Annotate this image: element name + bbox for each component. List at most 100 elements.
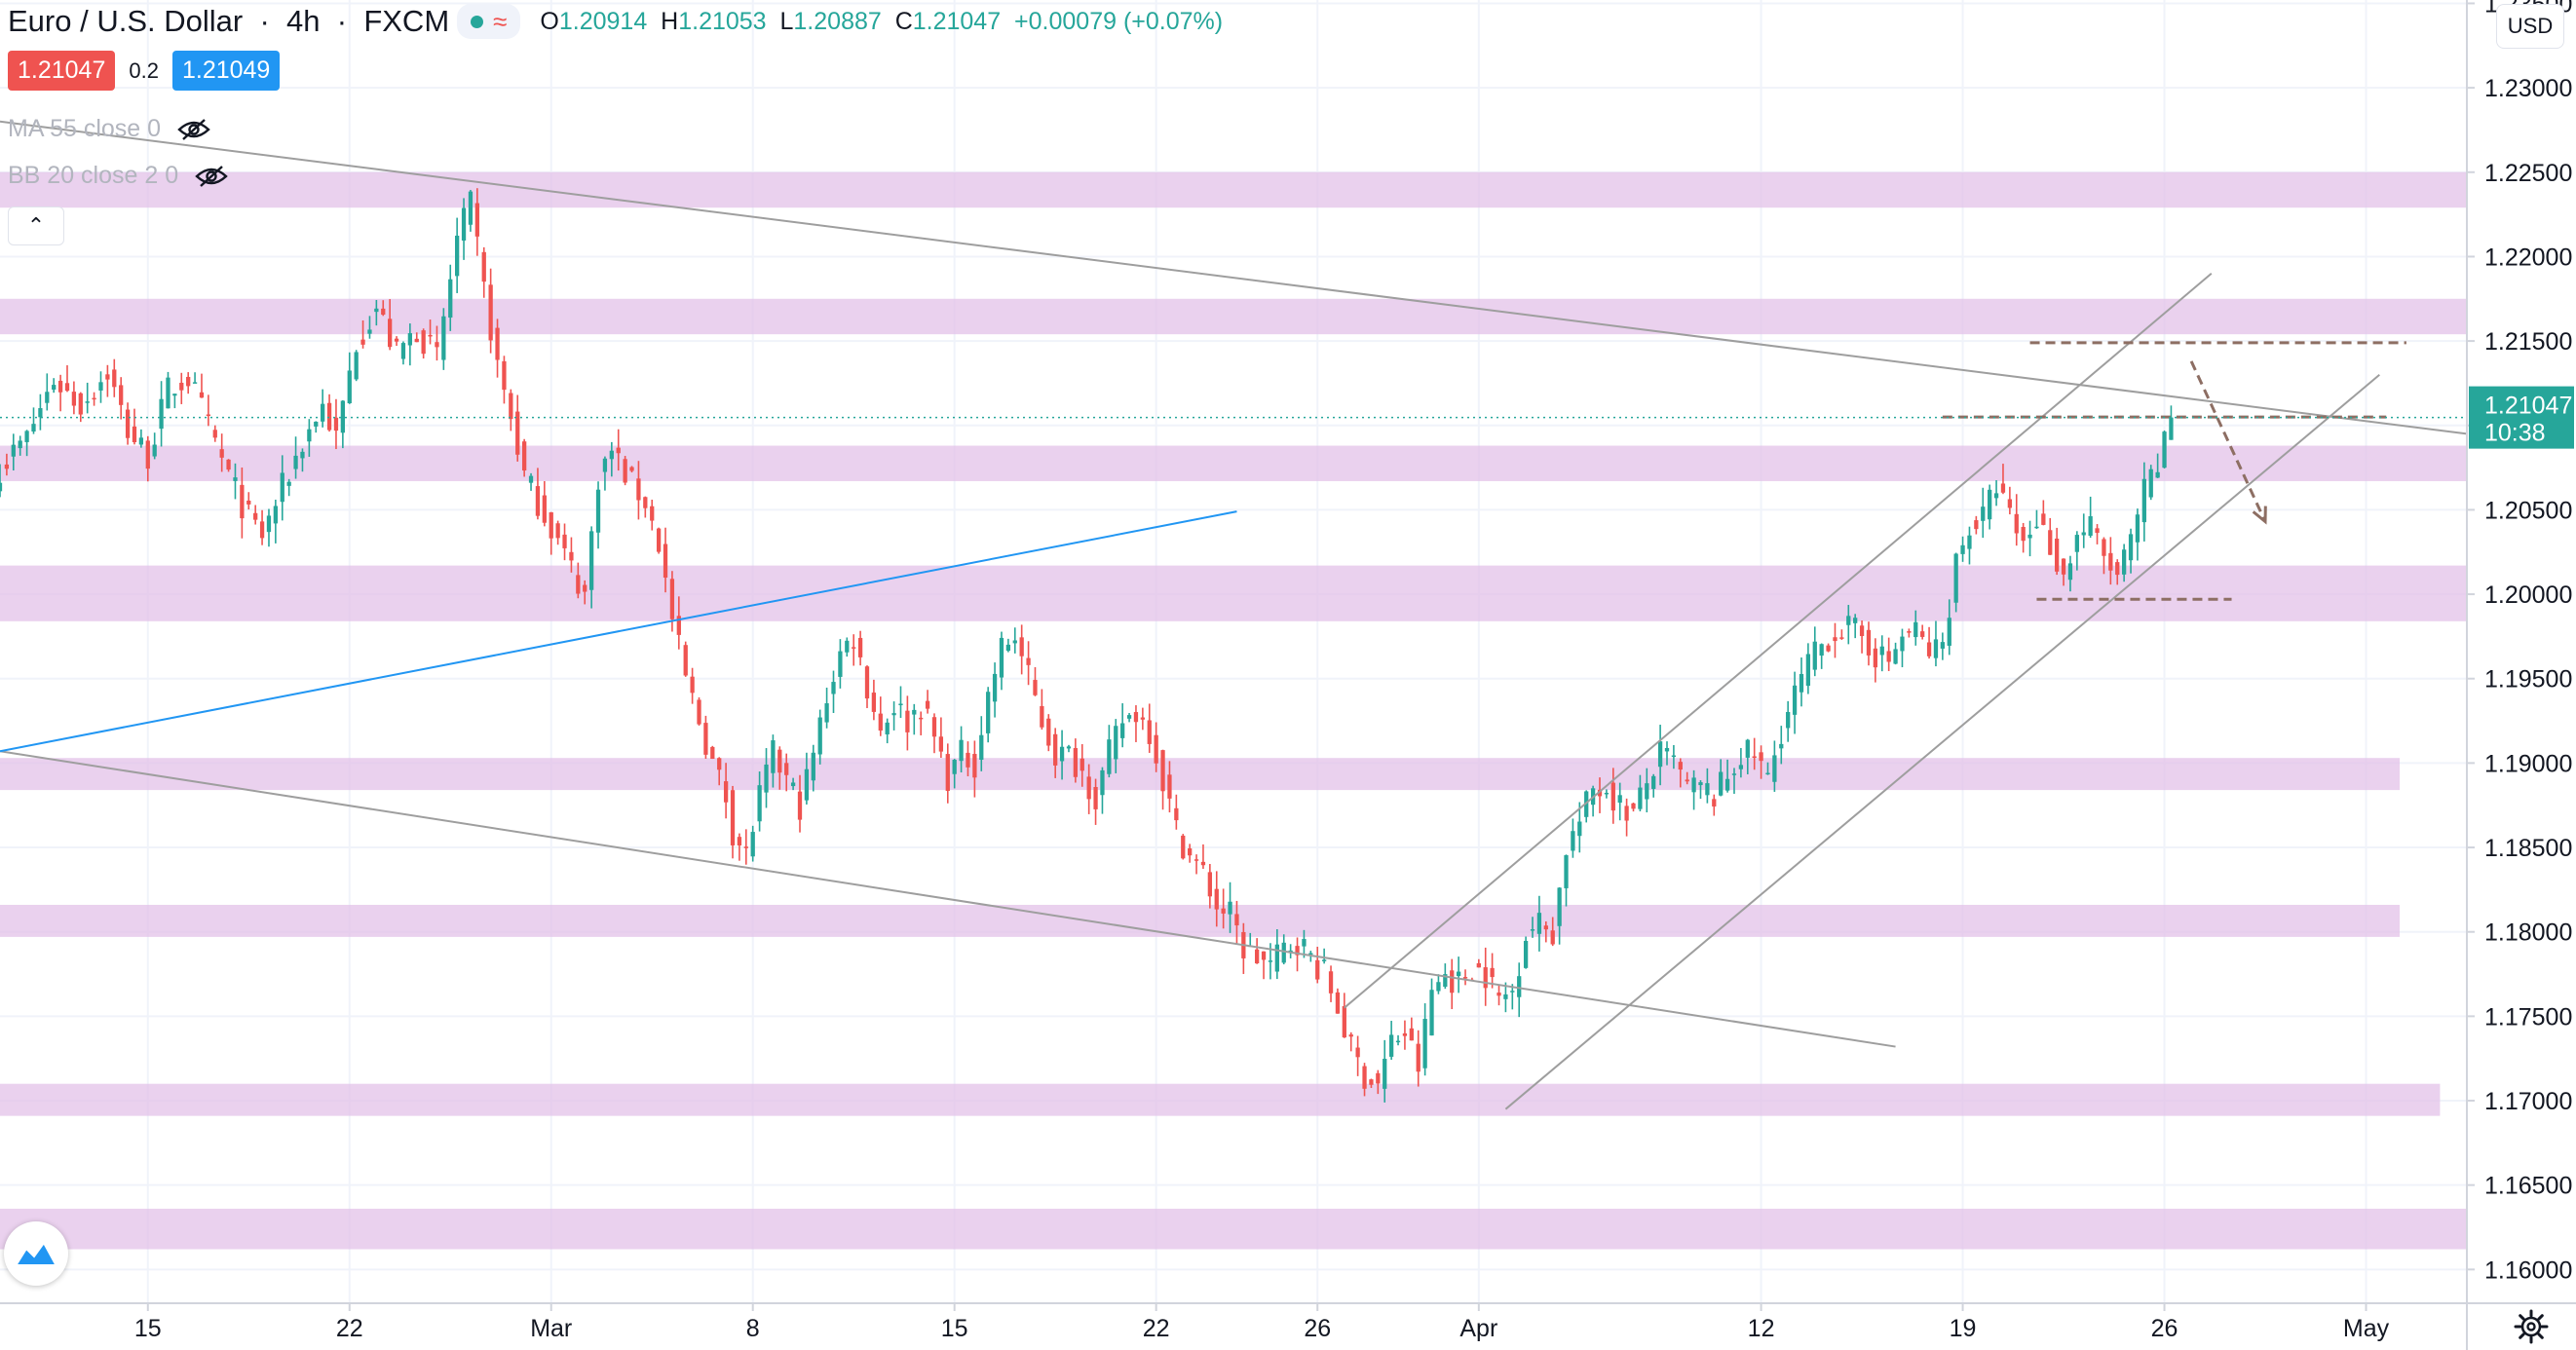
- candle-body: [138, 437, 144, 445]
- candle-body: [273, 506, 279, 524]
- candle-body: [1960, 544, 1965, 554]
- candle-body: [1805, 654, 1811, 687]
- eye-hidden-icon[interactable]: [176, 118, 211, 141]
- support-resistance-zone: [0, 1208, 2467, 1250]
- candle-body: [192, 382, 198, 384]
- candle-body: [441, 316, 446, 360]
- candle-body: [240, 484, 245, 519]
- candle-body: [374, 308, 379, 313]
- candle-body: [1322, 959, 1327, 961]
- spread-value: 0.2: [129, 57, 159, 83]
- eye-hidden-icon[interactable]: [194, 165, 229, 188]
- candle-body: [2108, 552, 2113, 571]
- candle-body: [1160, 750, 1165, 792]
- currency-label: USD: [2507, 14, 2554, 38]
- candle-body: [602, 458, 608, 472]
- candle-body: [1005, 644, 1011, 652]
- x-tick-label: 19: [1950, 1315, 1977, 1342]
- candle-body: [1147, 720, 1152, 744]
- candle-body: [576, 575, 581, 594]
- support-resistance-zone: [0, 758, 2401, 791]
- candle-body: [1557, 887, 1562, 926]
- candle-body: [1947, 618, 1951, 646]
- indicator-bb[interactable]: BB 20 close 2 0: [8, 162, 229, 190]
- candle-body: [1450, 970, 1455, 994]
- candle-body: [959, 739, 964, 762]
- candle-body: [4, 464, 10, 469]
- currency-button[interactable]: USD: [2496, 4, 2564, 49]
- status-pill[interactable]: ≈: [457, 4, 521, 39]
- candle-body: [435, 342, 439, 348]
- candle-body: [98, 382, 103, 391]
- candle-body: [945, 754, 950, 791]
- candle-body: [1503, 994, 1508, 999]
- candle-body: [38, 408, 43, 418]
- candle-body: [1657, 741, 1663, 768]
- candle-body: [495, 327, 500, 360]
- candle-body: [1288, 950, 1293, 953]
- candle-body: [1543, 925, 1548, 930]
- candle-body: [2034, 526, 2039, 529]
- candle-body: [790, 782, 796, 787]
- candle-body: [676, 616, 681, 635]
- candle-body: [1462, 977, 1468, 979]
- x-tick-label: 26: [1304, 1315, 1331, 1342]
- collapse-legend-button[interactable]: ⌃: [8, 206, 64, 245]
- candle-body: [583, 584, 587, 592]
- candle-body: [1355, 1047, 1360, 1058]
- candle-body: [690, 676, 695, 694]
- candle-body: [1907, 631, 1912, 633]
- candle-body: [857, 637, 863, 657]
- candle-body: [979, 734, 984, 761]
- candle-body: [1712, 799, 1717, 806]
- candle-body: [1046, 718, 1051, 746]
- candle-body: [1207, 872, 1212, 897]
- candle-body: [394, 338, 399, 342]
- candle-body: [750, 832, 755, 857]
- candle-body: [650, 506, 655, 521]
- candle-body: [999, 637, 1004, 678]
- candle-body: [1886, 651, 1891, 662]
- candle-body: [1086, 776, 1091, 800]
- candle-body: [1234, 914, 1239, 926]
- candle-body: [1645, 783, 1649, 800]
- candle-body: [1967, 535, 1972, 549]
- support-resistance-zone: [0, 904, 2401, 937]
- settings-gear-icon[interactable]: [2514, 1309, 2549, 1344]
- candle-body: [78, 393, 83, 415]
- candle-body: [1033, 680, 1038, 695]
- indicator-ma[interactable]: MA 55 close 0: [8, 115, 211, 143]
- candle-body: [321, 403, 325, 422]
- candle-body: [1422, 1019, 1427, 1069]
- candle-body: [2135, 514, 2140, 543]
- candle-body: [1926, 642, 1932, 656]
- candle-body: [166, 377, 170, 409]
- candle-body: [838, 651, 843, 677]
- candle-body: [697, 699, 701, 725]
- candle-body: [1799, 674, 1804, 693]
- buy-button[interactable]: 1.21049: [171, 51, 281, 91]
- y-tick-label: 1.19500: [2484, 666, 2572, 694]
- candle-body: [2088, 515, 2093, 537]
- candle-body: [845, 640, 850, 653]
- candle-body: [852, 647, 856, 649]
- candle-body: [1536, 913, 1542, 934]
- candle-body: [1893, 649, 1898, 664]
- y-tick-label: 1.20500: [2484, 497, 2572, 524]
- candle-body: [784, 763, 789, 775]
- candle-body: [817, 717, 822, 755]
- candle-body: [717, 758, 722, 770]
- candle-body: [1040, 705, 1044, 728]
- sell-button[interactable]: 1.21047: [8, 51, 116, 91]
- close-value: 1.21047: [912, 7, 1002, 35]
- high-value: 1.21053: [678, 7, 767, 35]
- tradingview-logo-button[interactable]: [4, 1221, 68, 1286]
- candle-body: [1617, 795, 1622, 804]
- symbol-title[interactable]: Euro / U.S. Dollar · 4h · FXCM: [8, 4, 449, 39]
- candle-body: [461, 207, 467, 241]
- x-tick-label: 15: [941, 1315, 968, 1342]
- candle-body: [2021, 526, 2026, 542]
- candle-body: [1221, 908, 1226, 914]
- candle-body: [1988, 489, 1992, 520]
